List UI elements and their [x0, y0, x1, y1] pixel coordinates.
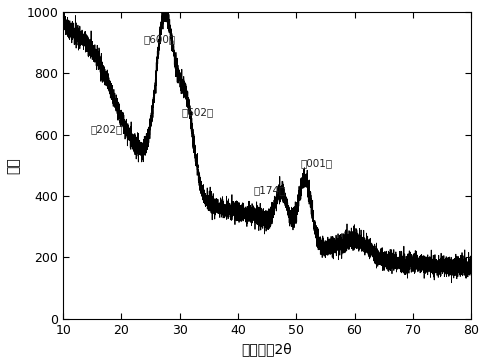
Text: （602）: （602） [181, 107, 213, 117]
Text: （600）: （600） [143, 34, 175, 44]
X-axis label: 衍射角度2θ: 衍射角度2θ [242, 342, 293, 356]
Y-axis label: 强度: 强度 [7, 157, 21, 174]
Text: （174）: （174） [254, 185, 286, 195]
Text: （001）: （001） [301, 158, 333, 168]
Text: （202）: （202） [91, 125, 123, 135]
